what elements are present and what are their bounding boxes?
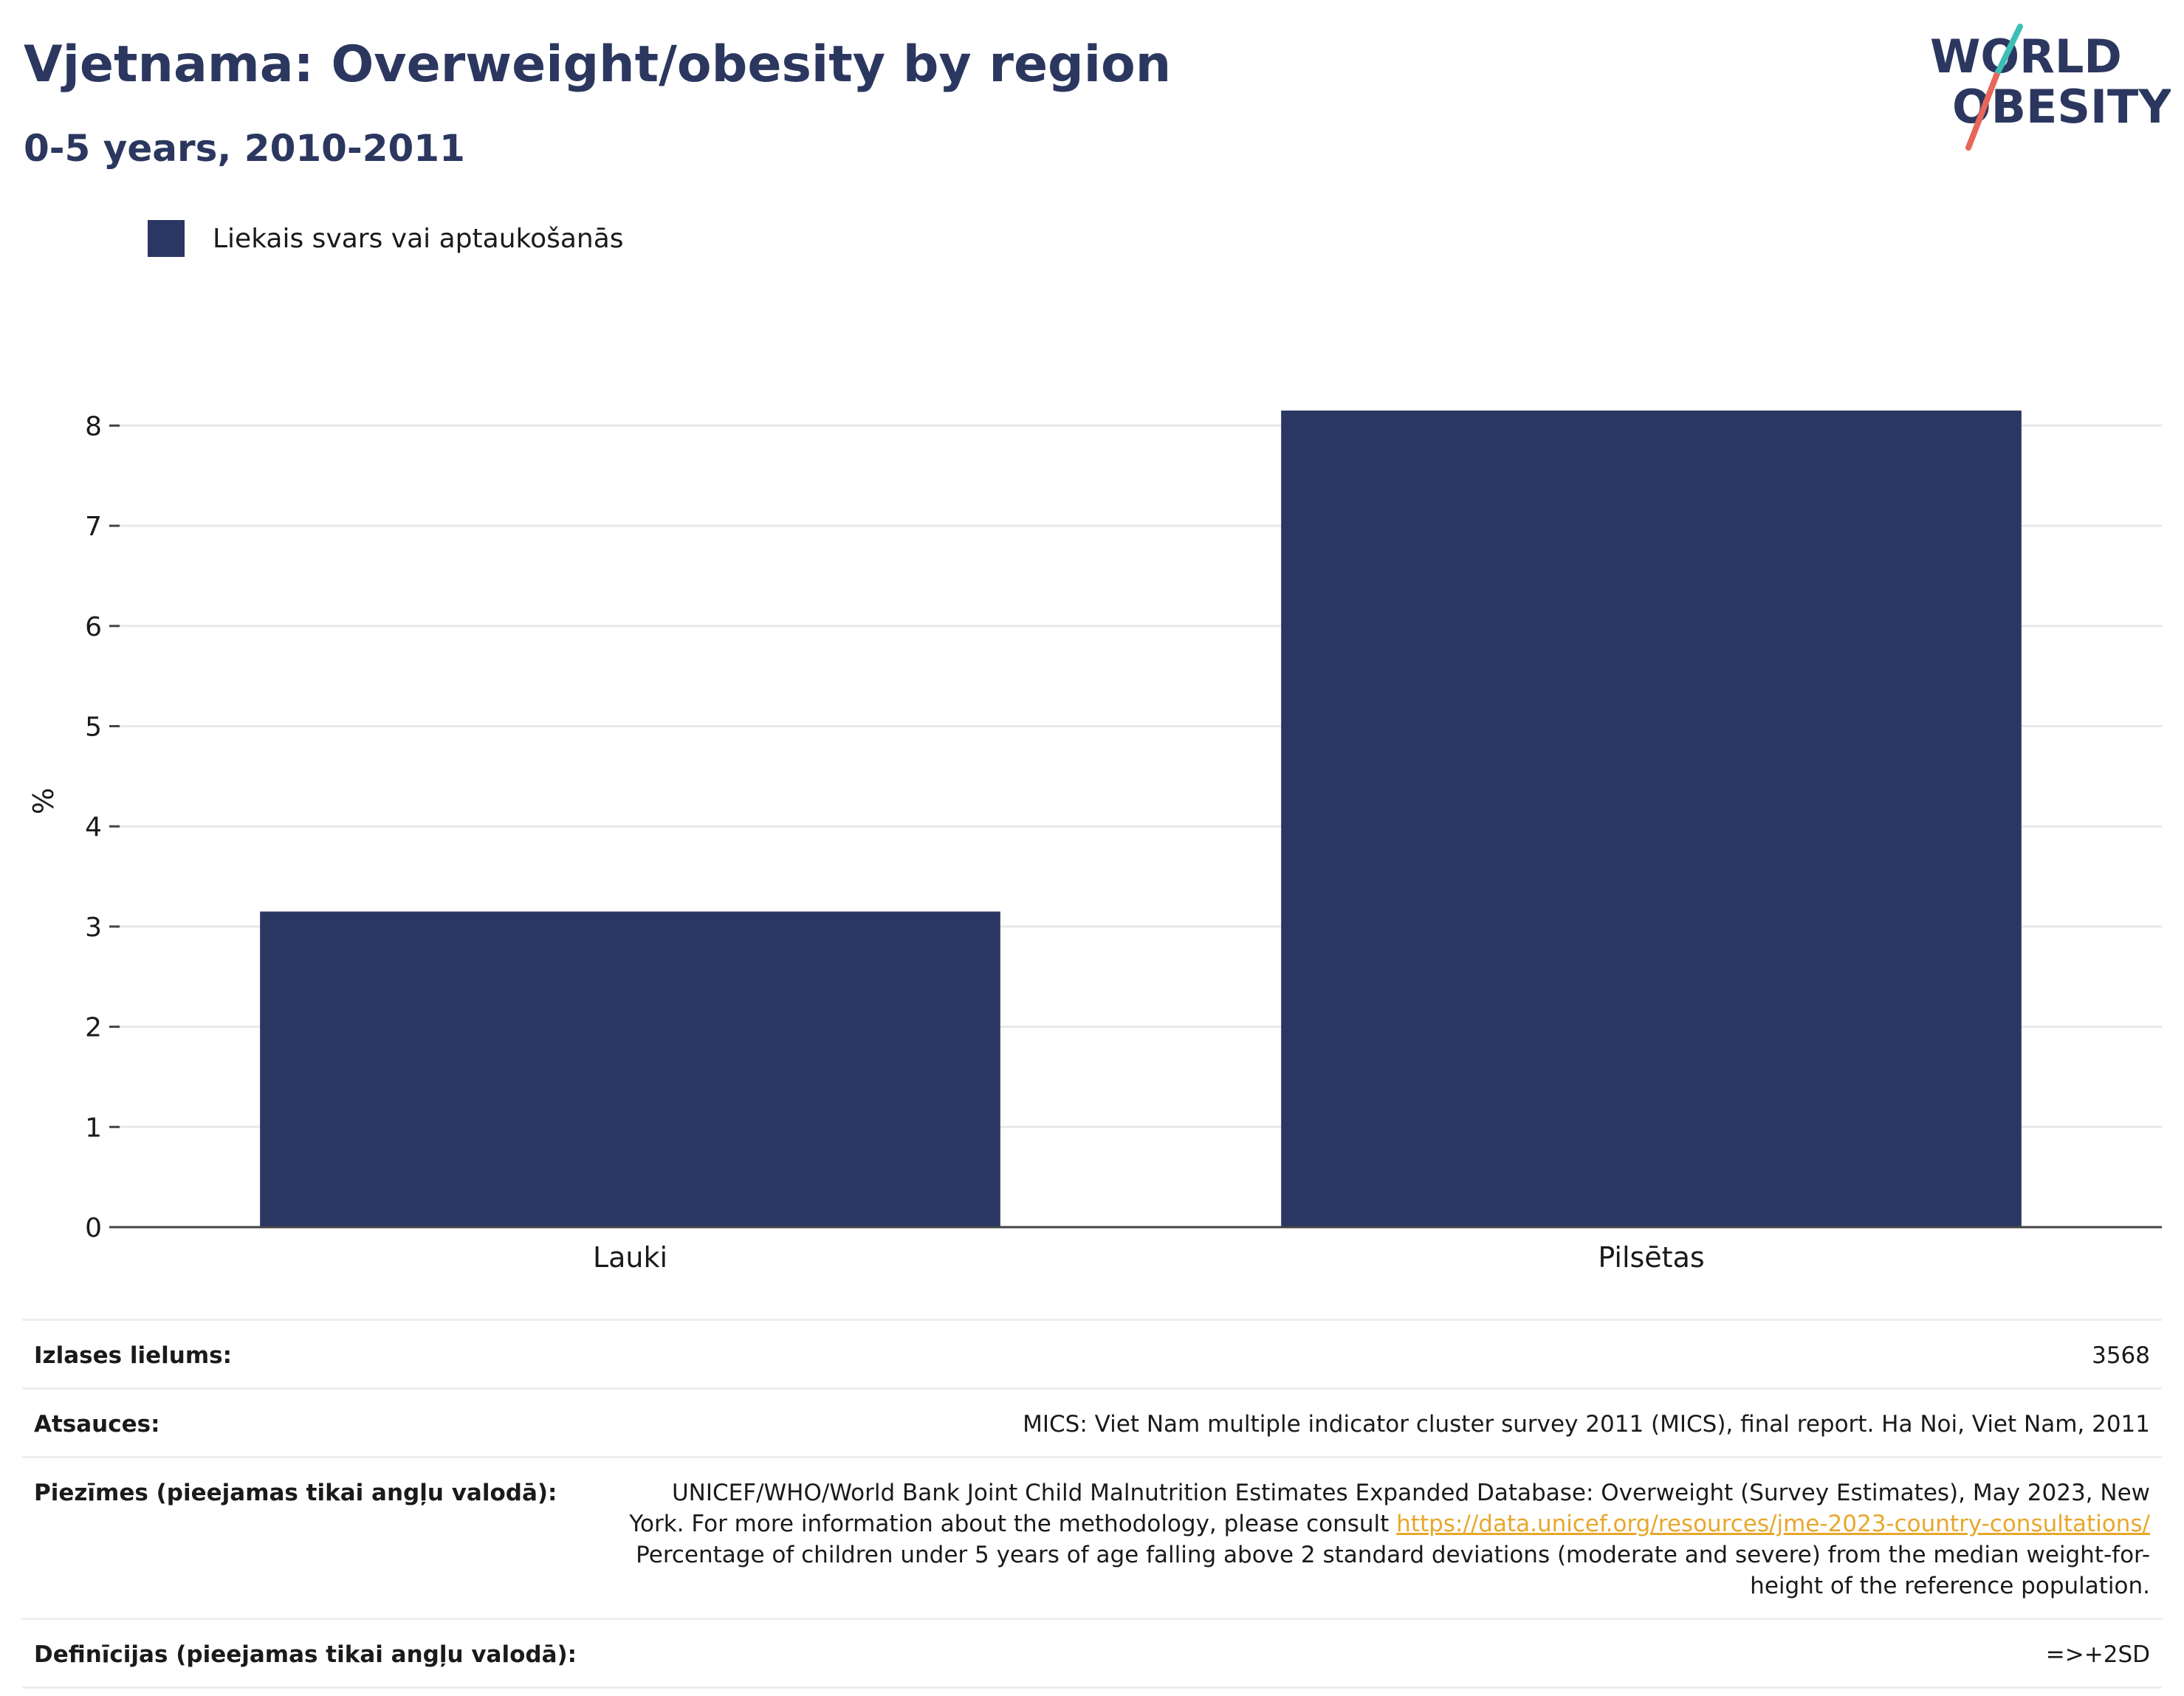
legend-label: Liekais svars vai aptaukošanās bbox=[213, 223, 624, 254]
info-table: Izlases lielums: 3568 Atsauces: MICS: Vi… bbox=[22, 1319, 2162, 1689]
legend[interactable]: Liekais svars vai aptaukošanās bbox=[148, 220, 624, 257]
y-axis-label: % bbox=[27, 788, 60, 814]
y-tick-label-6: 6 bbox=[85, 612, 102, 642]
bars bbox=[260, 411, 2022, 1228]
y-tick-label-3: 3 bbox=[85, 913, 102, 943]
info-row-sources: Atsauces: MICS: Viet Nam multiple indica… bbox=[22, 1387, 2162, 1456]
y-tick-label-4: 4 bbox=[85, 812, 102, 842]
x-tick-label-1: Pilsētas bbox=[1598, 1241, 1704, 1274]
y-axis-ticks: 0 1 2 3 4 5 6 7 8 bbox=[85, 411, 120, 1243]
y-tick-label-1: 1 bbox=[85, 1113, 102, 1143]
sources-label: Atsauces: bbox=[34, 1411, 160, 1438]
notes-link[interactable]: https://data.unicef.org/resources/jme-20… bbox=[1396, 1511, 2150, 1537]
bar-lauki[interactable] bbox=[260, 911, 1000, 1227]
x-axis-ticks: Lauki Pilsētas bbox=[593, 1241, 1705, 1274]
info-row-sample-size: Izlases lielums: 3568 bbox=[22, 1319, 2162, 1387]
legend-swatch bbox=[148, 220, 185, 257]
chart-subtitle: 0-5 years, 2010-2011 bbox=[24, 127, 465, 170]
notes-value: UNICEF/WHO/World Bank Joint Child Malnut… bbox=[629, 1477, 2150, 1601]
bar-pilsētas[interactable] bbox=[1281, 411, 2022, 1228]
notes-text-1: UNICEF/WHO/World Bank Joint Child Malnut… bbox=[629, 1480, 2150, 1537]
logo-text-world: WORLD bbox=[1930, 30, 2122, 83]
sample-size-label: Izlases lielums: bbox=[34, 1342, 232, 1369]
y-tick-label-0: 0 bbox=[85, 1213, 102, 1243]
definitions-value: =>+2SD bbox=[2045, 1641, 2150, 1668]
bar-chart: 0 1 2 3 4 5 6 7 8 Lauki Pilsētas % bbox=[27, 411, 2162, 1274]
sample-size-value: 3568 bbox=[2092, 1342, 2150, 1369]
y-tick-label-5: 5 bbox=[85, 713, 102, 743]
notes-label: Piezīmes (pieejamas tikai angļu valodā): bbox=[34, 1480, 557, 1506]
y-tick-label-2: 2 bbox=[85, 1013, 102, 1043]
y-tick-label-8: 8 bbox=[85, 411, 102, 442]
sources-value: MICS: Viet Nam multiple indicator cluste… bbox=[1023, 1411, 2150, 1438]
info-row-definitions: Definīcijas (pieejamas tikai angļu valod… bbox=[22, 1618, 2162, 1689]
chart-title: Vjetnama: Overweight/obesity by region bbox=[24, 35, 1172, 94]
info-row-notes: Piezīmes (pieejamas tikai angļu valodā):… bbox=[22, 1456, 2162, 1618]
world-obesity-logo[interactable]: WORLD OBESITY bbox=[1920, 21, 2171, 154]
logo-slash-bottom bbox=[1965, 72, 1999, 151]
definitions-label: Definīcijas (pieejamas tikai angļu valod… bbox=[34, 1641, 577, 1668]
logo-slash-top bbox=[1994, 24, 2023, 78]
notes-text-2: Percentage of children under 5 years of … bbox=[636, 1542, 2150, 1599]
y-tick-label-7: 7 bbox=[85, 512, 102, 542]
x-tick-label-0: Lauki bbox=[593, 1241, 667, 1274]
